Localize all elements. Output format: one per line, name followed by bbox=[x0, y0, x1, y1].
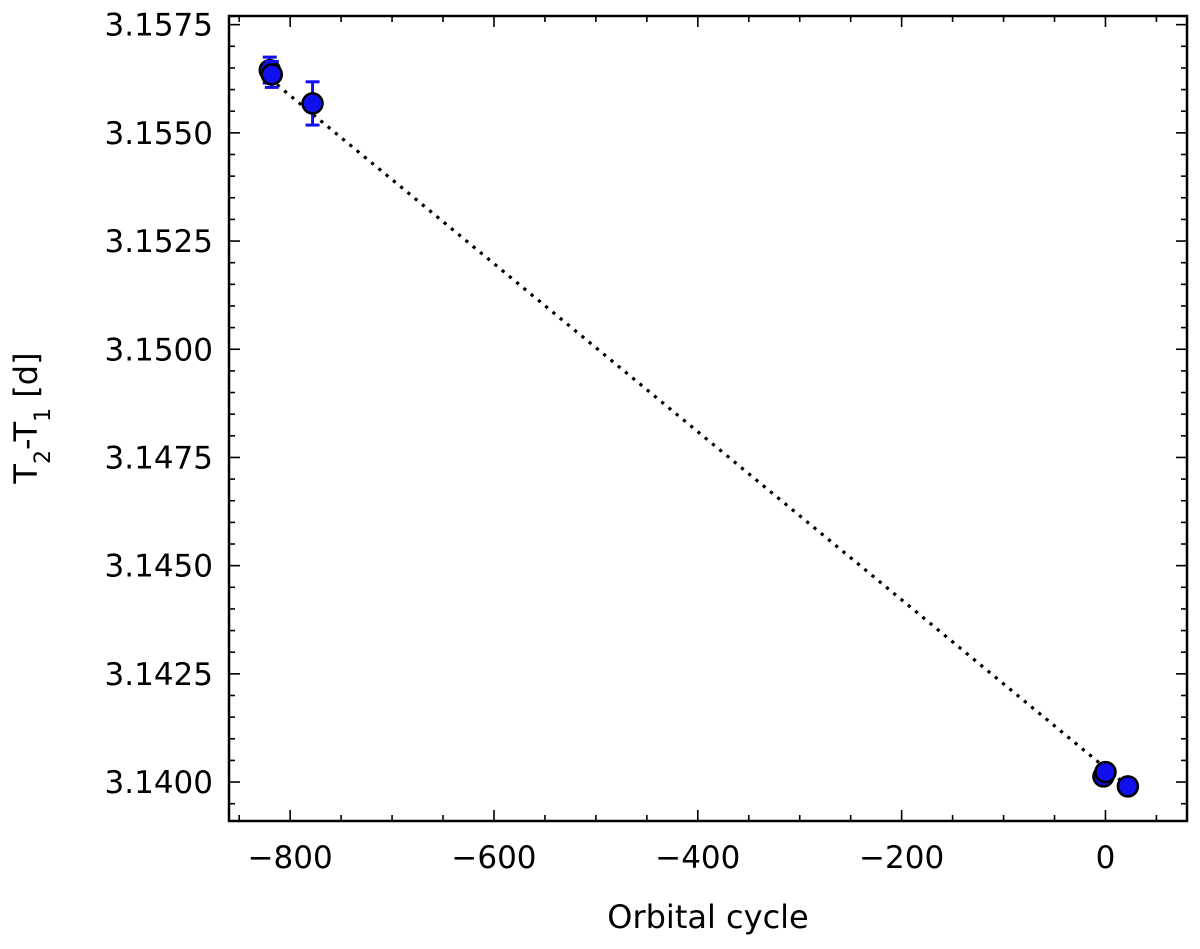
x-axis-label: Orbital cycle bbox=[607, 898, 808, 936]
x-axis-ticks: −800 −600 −400 −200 0 bbox=[238, 16, 1158, 876]
y-label-base1: T bbox=[7, 464, 45, 485]
x-tick-label: −200 bbox=[859, 840, 944, 876]
y-tick-label: 3.1475 bbox=[105, 440, 213, 476]
x-tick-label: −800 bbox=[248, 840, 333, 876]
y-tick-label: 3.1450 bbox=[105, 549, 213, 585]
data-point bbox=[260, 63, 284, 86]
fit-line bbox=[268, 77, 1129, 788]
data-point bbox=[1094, 760, 1117, 784]
data-point bbox=[1116, 775, 1140, 798]
y-axis-label: T2-T1 [d] bbox=[7, 352, 56, 484]
y-tick-label: 3.1550 bbox=[105, 116, 213, 152]
y-tick-label: 3.1500 bbox=[105, 332, 213, 368]
data-points bbox=[258, 55, 1140, 798]
y-tick-label: 3.1575 bbox=[105, 8, 213, 44]
y-label-suffix: [d] bbox=[7, 352, 45, 407]
y-label-sub2: 1 bbox=[31, 408, 56, 422]
x-tick-label: −400 bbox=[655, 840, 740, 876]
y-tick-label: 3.1525 bbox=[105, 224, 213, 260]
y-tick-label: 3.1425 bbox=[105, 657, 213, 693]
plot-frame bbox=[227, 14, 1189, 823]
y-tick-label: 3.1400 bbox=[105, 765, 213, 801]
y-axis-ticks: 3.1400 3.1425 3.1450 3.1475 3.1500 3.1525 3.15… bbox=[105, 8, 1187, 805]
x-tick-label: 0 bbox=[1096, 840, 1116, 876]
x-tick-label: −600 bbox=[451, 840, 536, 876]
y-label-sub1: 2 bbox=[31, 450, 56, 464]
y-label-mid: -T bbox=[7, 421, 45, 450]
fit-line-group bbox=[268, 77, 1129, 788]
data-point bbox=[301, 92, 324, 115]
